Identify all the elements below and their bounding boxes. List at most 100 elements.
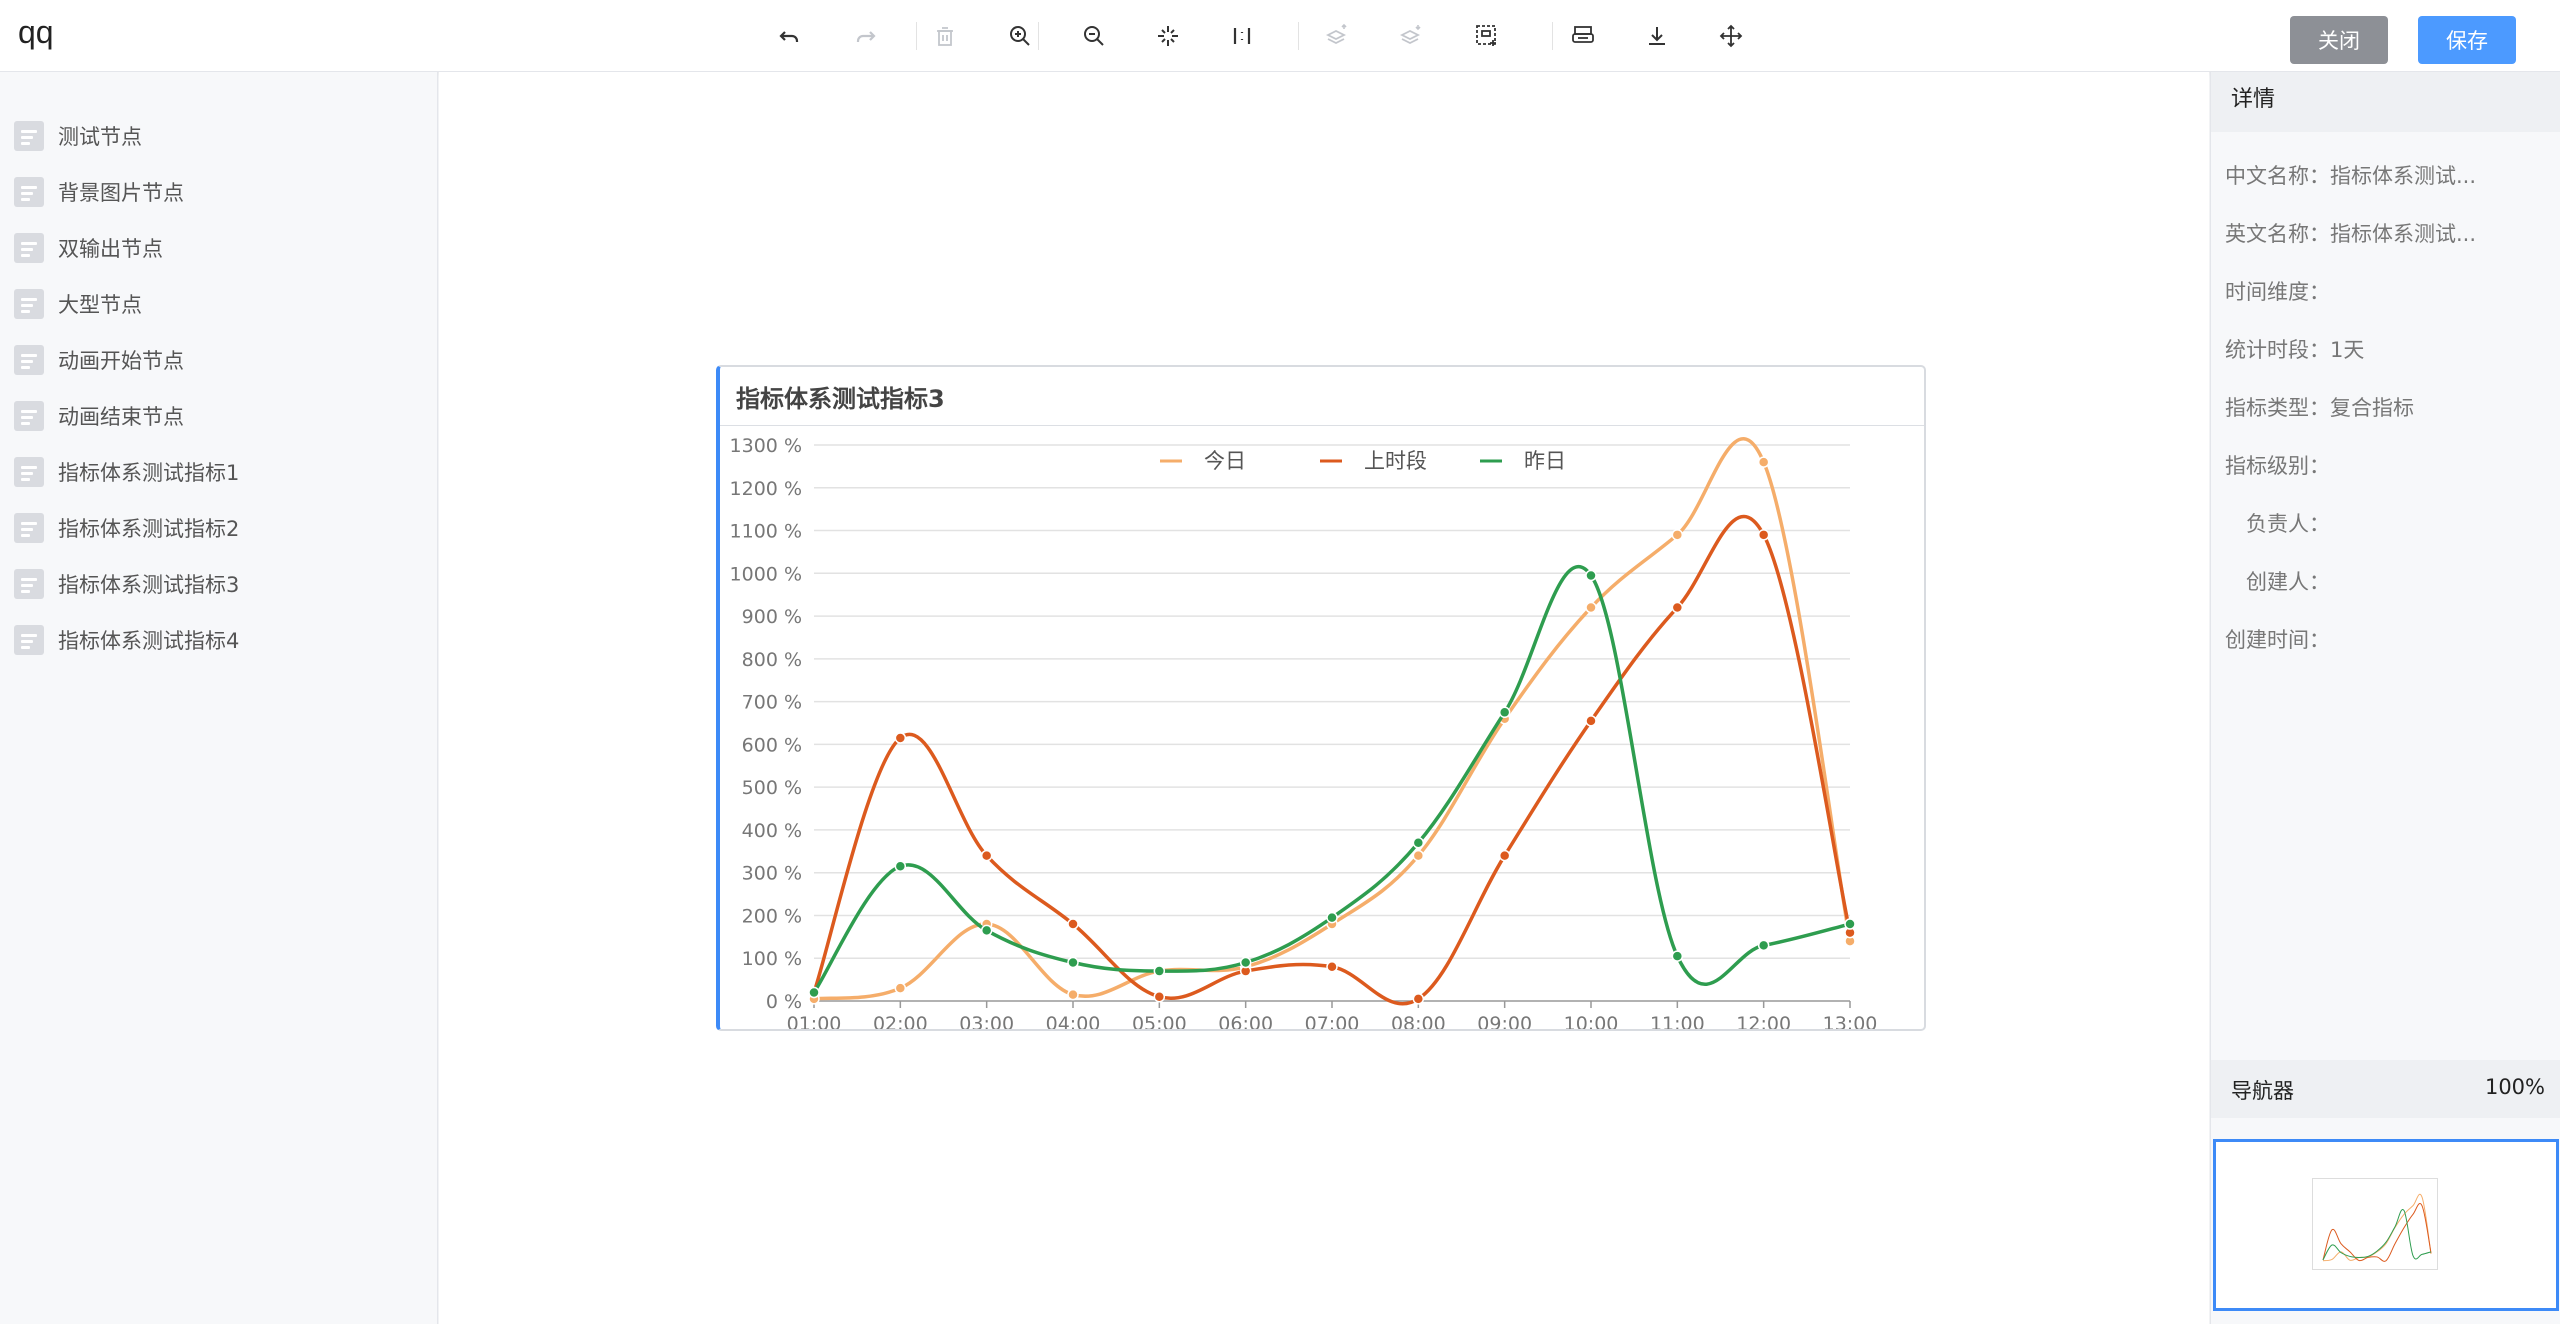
- node-item[interactable]: 动画开始节点: [14, 340, 414, 380]
- move-up-layer-button[interactable]: [1317, 16, 1357, 56]
- undo-icon: [779, 31, 799, 42]
- data-point[interactable]: [1498, 706, 1511, 719]
- zoom-in-button[interactable]: [1000, 16, 1040, 56]
- data-point[interactable]: [1067, 918, 1079, 930]
- data-point[interactable]: [1239, 956, 1252, 969]
- legend-label[interactable]: 上时段: [1364, 449, 1427, 473]
- toolbar-separator: [1298, 22, 1299, 50]
- data-point[interactable]: [980, 849, 993, 862]
- data-point[interactable]: [1585, 715, 1597, 727]
- save-button[interactable]: 保存: [2418, 16, 2516, 64]
- close-button[interactable]: 关闭: [2290, 16, 2388, 64]
- drag-move-icon: [1719, 24, 1743, 48]
- x-tick-label: 08:00: [1391, 1013, 1446, 1029]
- multi-select-icon: [1476, 25, 1496, 46]
- card-divider: [720, 425, 1924, 426]
- data-point[interactable]: [894, 982, 907, 994]
- node-icon: [14, 401, 44, 431]
- node-icon: [14, 177, 44, 207]
- data-point[interactable]: [1757, 456, 1770, 468]
- data-point[interactable]: [980, 924, 993, 937]
- redo-icon: [856, 31, 876, 42]
- move-down-layer-icon: [1399, 25, 1421, 45]
- navigator-minimap[interactable]: [2213, 1139, 2559, 1311]
- download-button[interactable]: [1637, 16, 1677, 56]
- zoom-out-icon: [1084, 26, 1104, 46]
- node-palette: 测试节点背景图片节点 双输出节点大型节点动画开始节点 动画结束节点 指标体系测试指标1…: [0, 72, 438, 1324]
- node-label: 大型节点: [58, 293, 142, 317]
- node-item[interactable]: 双输出节点: [14, 228, 414, 268]
- detail-row: 时间维度：: [2225, 276, 2330, 306]
- node-item[interactable]: 指标体系测试指标3: [14, 564, 414, 604]
- navigator-title: 导航器: [2231, 1079, 2294, 1103]
- y-tick-label: 500 %: [742, 777, 802, 799]
- detail-row: 英文名称：指标体系测试...: [2225, 218, 2476, 248]
- node-item[interactable]: 背景图片节点: [14, 172, 414, 212]
- move-down-layer-button[interactable]: [1391, 16, 1431, 56]
- detail-row: 中文名称：指标体系测试...: [2225, 160, 2476, 190]
- node-icon: [14, 233, 44, 263]
- print-button[interactable]: [1563, 16, 1603, 56]
- node-icon: [14, 457, 44, 487]
- minimap-chart-preview: [2322, 1193, 2432, 1262]
- data-point[interactable]: [1326, 961, 1338, 973]
- redo-button[interactable]: [845, 16, 885, 56]
- data-point[interactable]: [1412, 849, 1425, 862]
- zoom-out-button[interactable]: [1074, 16, 1114, 56]
- data-point[interactable]: [894, 860, 907, 873]
- x-tick-label: 05:00: [1132, 1013, 1187, 1029]
- undo-button[interactable]: [770, 16, 810, 56]
- detail-row: 负责人：: [2246, 508, 2330, 538]
- data-point[interactable]: [1153, 990, 1166, 1003]
- actual-size-button[interactable]: [1222, 16, 1262, 56]
- toolbar-separator: [916, 22, 917, 50]
- node-icon: [14, 345, 44, 375]
- data-point[interactable]: [1671, 950, 1684, 962]
- data-point[interactable]: [1067, 988, 1079, 1001]
- detail-row: 统计时段：1天: [2225, 334, 2364, 364]
- graph-canvas[interactable]: 指标体系测试指标3 0 % 100 % 200 % 300 % 400 % 500 % 60…: [439, 72, 2209, 1324]
- legend-label[interactable]: 今日: [1204, 449, 1246, 473]
- node-item[interactable]: 测试节点: [14, 116, 414, 156]
- x-tick-label: 11:00: [1650, 1013, 1705, 1029]
- data-point[interactable]: [1585, 569, 1597, 582]
- delete-button[interactable]: [925, 16, 965, 56]
- series-line: [2322, 1193, 2432, 1262]
- node-item[interactable]: 指标体系测试指标4: [14, 620, 414, 660]
- indicator-node-card[interactable]: 指标体系测试指标3 0 % 100 % 200 % 300 % 400 % 500 % 60…: [716, 365, 1926, 1031]
- y-tick-label: 100 %: [742, 948, 802, 970]
- node-item[interactable]: 指标体系测试指标2: [14, 508, 414, 548]
- drag-move-button[interactable]: [1711, 16, 1751, 56]
- data-point[interactable]: [1844, 918, 1856, 930]
- data-point[interactable]: [1412, 837, 1425, 849]
- multi-select-button[interactable]: [1467, 16, 1507, 56]
- data-point[interactable]: [1067, 956, 1079, 969]
- x-tick-label: 04:00: [1046, 1013, 1101, 1029]
- series-line: [813, 437, 1852, 1001]
- minimap-node-preview: [2312, 1178, 2438, 1270]
- data-point[interactable]: [894, 732, 907, 744]
- data-point[interactable]: [1585, 601, 1597, 614]
- data-point[interactable]: [1757, 939, 1770, 952]
- fit-view-icon: [1158, 26, 1178, 46]
- data-point[interactable]: [1153, 965, 1166, 977]
- data-point[interactable]: [1326, 911, 1338, 924]
- data-point[interactable]: [1757, 529, 1770, 541]
- data-point[interactable]: [1412, 993, 1425, 1005]
- node-icon: [14, 289, 44, 319]
- detail-value: 1天: [2330, 338, 2365, 362]
- y-tick-label: 1100 %: [730, 521, 802, 543]
- detail-row: 创建人：: [2246, 566, 2330, 596]
- fit-view-button[interactable]: [1148, 16, 1188, 56]
- data-point[interactable]: [1671, 529, 1684, 541]
- data-point[interactable]: [1671, 601, 1684, 614]
- node-item[interactable]: 动画结束节点: [14, 396, 414, 436]
- legend-label[interactable]: 昨日: [1524, 449, 1566, 473]
- data-point[interactable]: [1498, 849, 1511, 862]
- node-label: 指标体系测试指标2: [58, 517, 240, 541]
- node-item[interactable]: 大型节点: [14, 284, 414, 324]
- node-item[interactable]: 指标体系测试指标1: [14, 452, 414, 492]
- node-icon: [14, 513, 44, 543]
- data-point[interactable]: [808, 986, 820, 999]
- x-tick-label: 01:00: [787, 1013, 842, 1029]
